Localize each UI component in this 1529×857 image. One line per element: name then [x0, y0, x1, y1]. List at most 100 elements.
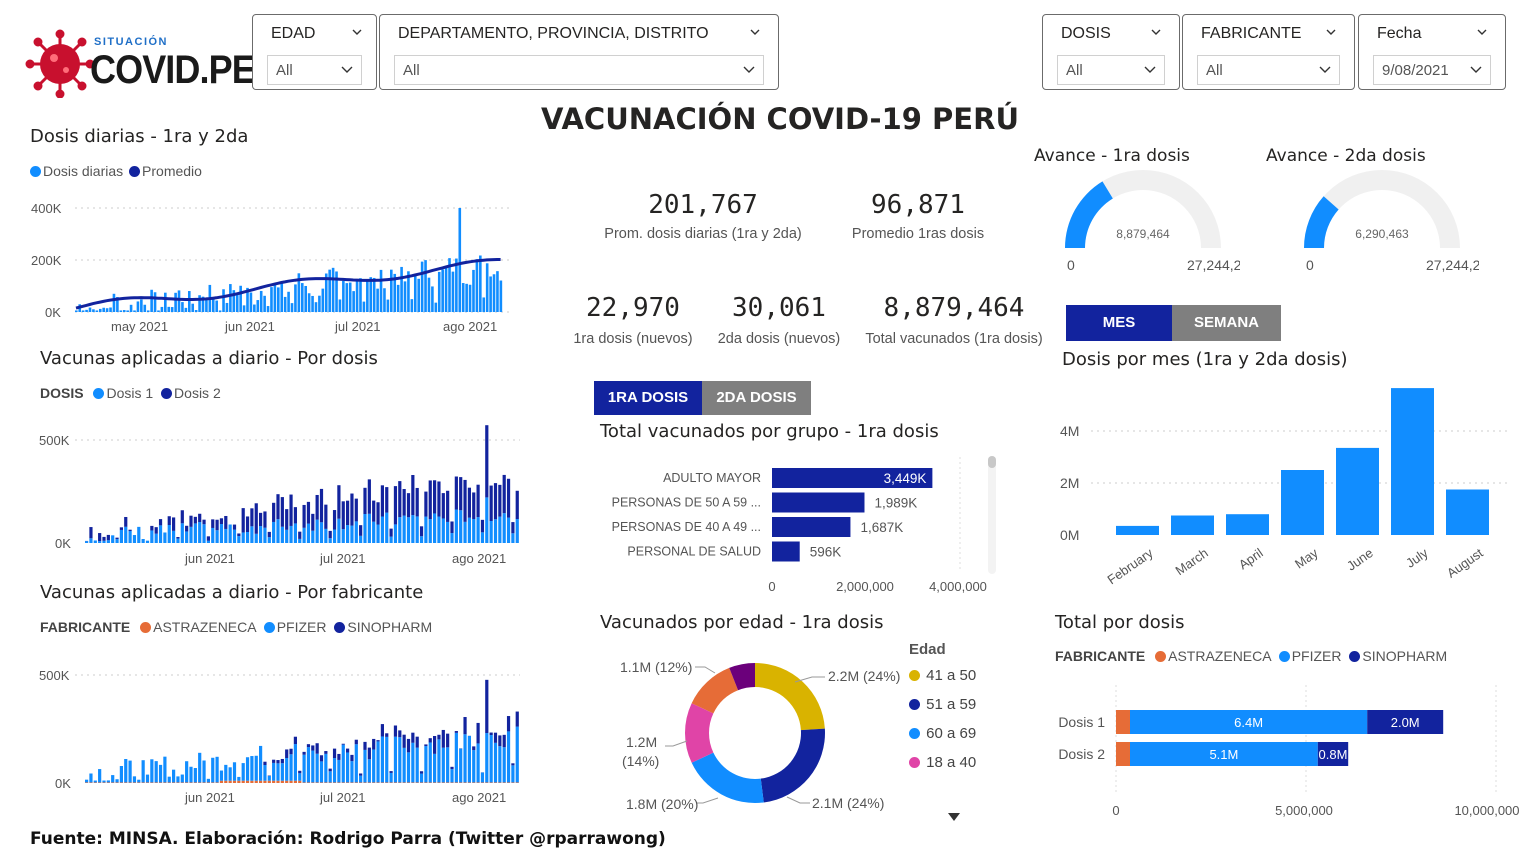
bar-astrazeneca [454, 782, 458, 783]
gauge-fill [1065, 181, 1113, 248]
bar-pfizer [206, 778, 210, 783]
bar [1226, 514, 1269, 535]
bar-dosis-1 [311, 530, 315, 543]
scrollbar-thumb[interactable] [988, 456, 996, 468]
bar-pfizer [337, 759, 341, 783]
chart-por-fabricante[interactable]: 500K 0K jun 2021 jul 2021 ago 2021 [25, 660, 525, 810]
bar [177, 290, 181, 312]
toggle-mes-button[interactable]: MES [1066, 305, 1172, 341]
bar-dosis-1 [441, 518, 445, 543]
bar-dosis-1 [346, 525, 350, 543]
bar-astrazeneca [250, 780, 254, 783]
bar-dosis-2 [441, 493, 445, 519]
bar-pfizer [346, 752, 350, 783]
filter-fabricante-select[interactable]: All [1197, 55, 1340, 85]
bar-astrazeneca [380, 782, 384, 783]
bar-sinopharm [446, 733, 450, 748]
bar-astrazeneca [328, 782, 332, 783]
bar [88, 307, 92, 312]
bar-astrazeneca [180, 782, 184, 783]
legend-item: 51 a 59 [926, 696, 977, 713]
bar [201, 296, 205, 312]
bar-dosis-1 [467, 517, 471, 543]
bar [277, 287, 280, 312]
bar [119, 310, 123, 312]
chevron-down-icon[interactable] [750, 27, 760, 37]
bar [441, 269, 444, 312]
bar-astrazeneca [85, 782, 89, 783]
bar-dosis-1 [506, 517, 511, 543]
bar-sinopharm [328, 768, 332, 772]
bar-sinopharm [493, 732, 498, 743]
chart-total-por-dosis[interactable]: Dosis 1 6.4M 2.0M Dosis 2 5.1M 0.8M 0 5,000,0… [1050, 680, 1529, 825]
bar-dosis-2 [328, 530, 332, 539]
bar-pfizer [454, 732, 458, 783]
filter-dosis-select[interactable]: All [1057, 55, 1165, 85]
legend-item: SINOPHARM [347, 619, 433, 635]
gauge-value: 6,290,463 [1355, 227, 1409, 241]
filter-dosis[interactable]: DOSIS All [1042, 14, 1180, 90]
filter-fecha[interactable]: Fecha 9/08/2021 [1358, 14, 1506, 90]
bar-sinopharm [402, 734, 406, 748]
category-label: ADULTO MAYOR [663, 471, 761, 485]
bar-dosis-2 [332, 510, 337, 530]
chart-por-edad[interactable]: 2.2M (24%) 2.1M (24%) 1.8M (20%) 1.2M (1… [600, 640, 900, 825]
chevron-down-icon[interactable] [1326, 27, 1336, 37]
toggle-semana-button[interactable]: SEMANA [1172, 305, 1281, 341]
gauge2-title: Avance - 2da dosis [1266, 146, 1426, 166]
bar-dosis-2 [459, 477, 463, 511]
data-label: 5.1M [1209, 747, 1238, 762]
chart1-title: Dosis diarias - 1ra y 2da [30, 126, 249, 147]
bar [153, 292, 157, 312]
chevron-down-icon[interactable] [1151, 27, 1161, 37]
bar-pfizer [306, 747, 311, 783]
toggle-2da-dosis-button[interactable]: 2DA DOSIS [702, 381, 811, 415]
bar-astrazeneca [441, 782, 445, 783]
filter-edad[interactable]: EDAD All [252, 14, 377, 90]
bar [95, 310, 99, 312]
chart-dosis-por-mes[interactable]: 4M 2M 0M February March April May June July Au… [1055, 380, 1515, 595]
bar-astrazeneca [206, 782, 210, 783]
bar [229, 284, 232, 312]
bar-astrazeneca [93, 782, 97, 783]
bar-dosis-2 [98, 533, 102, 542]
filter-ubicacion-select[interactable]: All [394, 55, 764, 85]
bar-pfizer [163, 756, 167, 783]
bar-dosis-2 [106, 534, 110, 541]
filter-fabricante[interactable]: FABRICANTE All [1182, 14, 1355, 90]
toggle-1ra-dosis-button[interactable]: 1RA DOSIS [594, 381, 702, 415]
bar-pfizer [232, 762, 237, 781]
bar-dosis-1 [359, 535, 363, 543]
filter-fecha-select[interactable]: 9/08/2021 [1373, 55, 1491, 85]
bar-astrazeneca [354, 782, 358, 783]
bar [390, 269, 393, 312]
bar-astrazeneca [219, 780, 224, 783]
legend-scroll-down-icon[interactable] [948, 813, 960, 821]
bar-dosis-1 [489, 520, 493, 543]
bar [218, 310, 222, 312]
bar-dosis-1 [485, 497, 489, 543]
bar-astrazeneca [350, 782, 354, 783]
filter-ubicacion[interactable]: DEPARTAMENTO, PROVINCIA, DISTRITO All [379, 14, 779, 90]
bar-dosis-2 [298, 531, 302, 539]
scrollbar[interactable] [988, 456, 996, 574]
slice-label: 2.1M (24%) [812, 795, 884, 811]
bar-dosis-2 [511, 522, 515, 534]
filter-edad-select[interactable]: All [267, 55, 362, 85]
chart-por-grupo[interactable]: ADULTO MAYOR 3,449K PERSONAS DE 50 A 59 ..… [600, 452, 1010, 600]
chart-por-dosis[interactable]: 500K 0K jun 2021 jul 2021 ago 2021 [25, 425, 525, 573]
chart-dosis-diarias[interactable]: 400K 200K 0K may 2021 jun 2021 jul 2021 … [25, 192, 515, 342]
bar [376, 288, 379, 312]
bar-astrazeneca [346, 782, 350, 783]
bar-sinopharm [372, 738, 376, 750]
bar [242, 305, 246, 312]
chevron-down-icon[interactable] [1477, 27, 1487, 37]
x-tick: jul 2021 [319, 790, 366, 805]
promedio-line [75, 258, 501, 310]
bar-sinopharm [415, 736, 419, 748]
bar [479, 255, 482, 312]
chevron-down-icon[interactable] [352, 27, 362, 37]
bar-dosis-2 [415, 487, 419, 517]
bar-sinopharm [1367, 710, 1444, 734]
bar-dosis-1 [480, 532, 485, 543]
